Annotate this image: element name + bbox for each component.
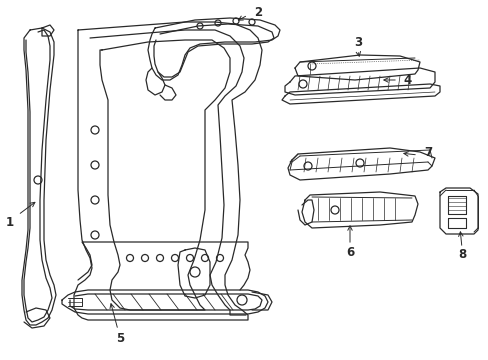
Text: 6: 6 bbox=[345, 246, 353, 258]
Text: 8: 8 bbox=[457, 248, 465, 261]
Text: 2: 2 bbox=[253, 5, 262, 18]
Text: 3: 3 bbox=[353, 36, 361, 49]
Text: 1: 1 bbox=[6, 216, 14, 229]
Text: 4: 4 bbox=[403, 73, 411, 86]
Text: 5: 5 bbox=[116, 332, 124, 345]
Text: 7: 7 bbox=[423, 145, 431, 158]
